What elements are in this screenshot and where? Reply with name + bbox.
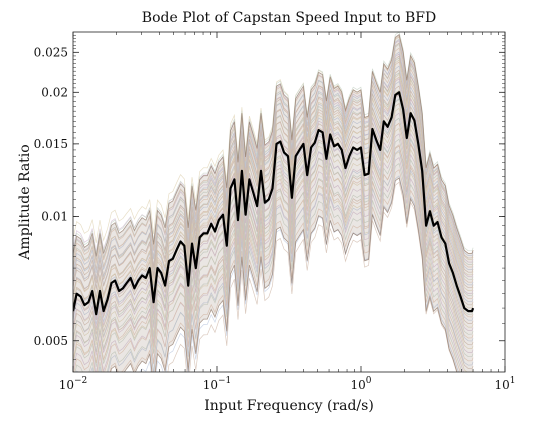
band-curve xyxy=(74,162,463,372)
y-tick-label: 0.025 xyxy=(34,45,68,59)
envelope-lower-line xyxy=(110,177,458,372)
band-curve xyxy=(73,138,474,367)
y-tick-label: 0.01 xyxy=(41,210,68,224)
band-curve xyxy=(73,122,474,364)
band-curve xyxy=(73,38,474,274)
band-curve xyxy=(73,51,474,280)
band-curve xyxy=(73,55,474,290)
band-curve xyxy=(73,112,474,341)
x-axis-label: Input Frequency (rad/s) xyxy=(204,398,374,414)
chart-title: Bode Plot of Capstan Speed Input to BFD xyxy=(142,10,436,26)
band-curve xyxy=(73,59,474,301)
band-curve xyxy=(109,169,461,372)
plot-area-frame xyxy=(72,31,506,373)
y-tick-label: 0.02 xyxy=(41,85,68,99)
y-tick-label: 0.015 xyxy=(34,137,68,151)
y-tick-label: 0.005 xyxy=(34,334,68,348)
x-tick-label: 10−2 xyxy=(59,376,88,392)
y-axis-label: Amplitude Ratio xyxy=(17,144,33,260)
envelope-layer xyxy=(73,33,474,372)
highlight-series-line xyxy=(73,91,475,316)
band-curve xyxy=(157,181,457,372)
highlight-layer xyxy=(73,91,475,316)
x-tick-label: 101 xyxy=(494,376,515,392)
envelope-upper-line xyxy=(73,33,474,257)
x-tick-label: 10−1 xyxy=(203,376,232,392)
band-curve xyxy=(73,117,474,352)
band-curve xyxy=(73,73,474,309)
band-curve xyxy=(73,42,474,284)
x-tick-label: 100 xyxy=(350,376,371,392)
envelope-fill xyxy=(73,34,474,372)
band-curve xyxy=(76,149,474,372)
band-curve xyxy=(73,144,474,372)
tick-layer: 10−2 10−1 100 101 0.005 0.01 0.015 0.02 0.025 xyxy=(34,32,516,392)
